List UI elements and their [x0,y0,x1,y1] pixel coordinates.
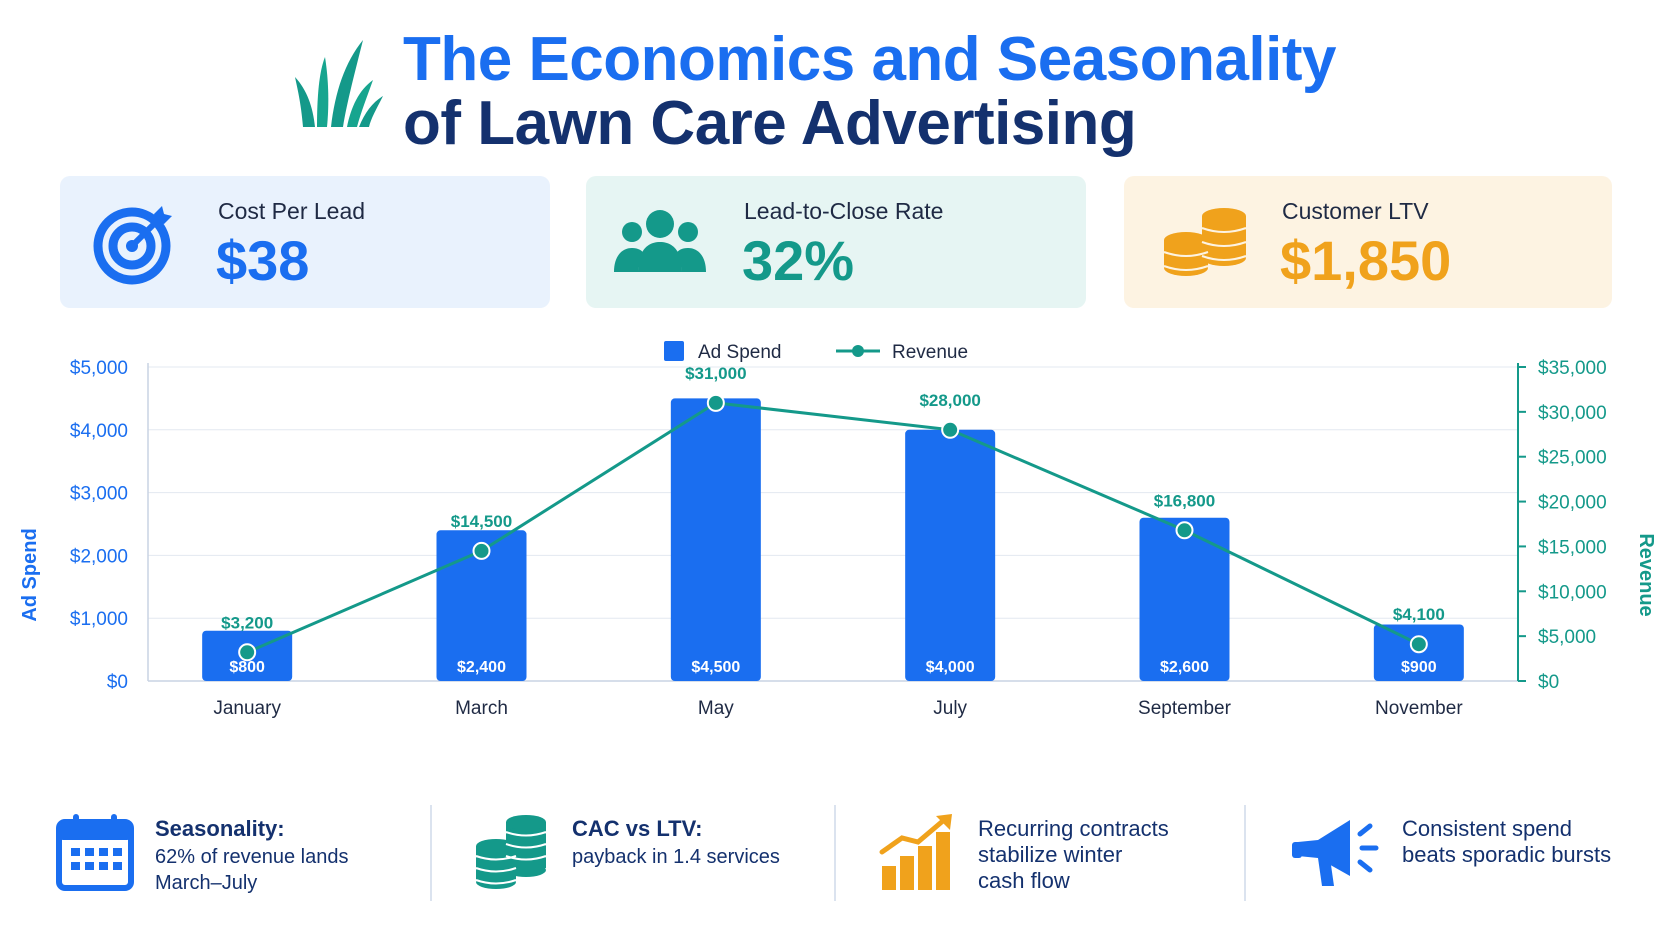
point-revenue [941,420,960,439]
bar-value-label: $2,600 [1160,659,1209,676]
coins-icon [1163,208,1247,276]
bar-value-label: $800 [229,659,265,676]
revenue-value-label: $14,500 [451,512,512,531]
calendar-icon [56,814,134,891]
y-tick-label-left: $2,000 [70,546,128,567]
y-axis-title-right: Revenue [1635,533,1657,616]
kpi-label: Lead-to-Close Rate [744,198,944,224]
legend-marker-revenue [852,345,864,357]
bar-value-label: $900 [1401,659,1437,676]
y-tick-label-right: $35,000 [1538,358,1607,379]
bar-value-label: $2,400 [457,659,506,676]
target-icon [93,206,172,285]
bar-ad-spend [1139,517,1230,681]
y-tick-label-right: $10,000 [1538,582,1607,603]
insight-consistent-spend: Consistent spend beats sporadic bursts [1290,806,1670,906]
insight-title: Recurring contracts stabilize winter cas… [978,816,1169,893]
bar-ad-spend [436,530,527,681]
y-tick-label-right: $5,000 [1538,627,1596,648]
y-tick-label-left: $4,000 [70,421,128,442]
point-revenue [1175,521,1194,540]
y-tick-label-right: $25,000 [1538,448,1607,469]
kpi-card-customer-ltv: Customer LTV $1,850 [1124,176,1612,308]
kpi-card-cost-per-lead: Cost Per Lead $38 [60,176,550,308]
kpi-value: 32% [742,229,855,292]
header: The Economics and Seasonality of Lawn Ca… [295,22,1395,162]
point-revenue [238,643,257,662]
insight-title: Seasonality: [155,816,285,841]
y-tick-label-right: $15,000 [1538,537,1607,558]
people-icon [614,210,706,272]
legend-label-ad-spend: Ad Spend [698,342,781,363]
divider [834,805,836,901]
page-subtitle: of Lawn Care Advertising [403,89,1137,158]
growth-chart-icon [879,814,952,890]
divider [430,805,432,901]
insight-text: payback in 1.4 services [572,846,780,868]
y-tick-label-left: $3,000 [70,484,128,505]
chart-legend: Ad Spend Revenue [664,341,968,363]
y-tick-label-left: $1,000 [70,609,128,630]
insight-recurring-contracts: Recurring contracts stabilize winter cas… [878,806,1248,906]
insight-title: Consistent spend beats sporadic bursts [1402,816,1612,867]
point-revenue [1409,635,1428,654]
point-revenue [472,541,491,560]
line-revenue [246,401,1420,654]
bar-value-label: $4,500 [691,659,740,676]
point-revenue [706,393,725,412]
kpi-card-close-rate: Lead-to-Close Rate 32% [586,176,1086,308]
y-tick-label-left: $5,000 [70,358,128,379]
megaphone-icon [1292,820,1379,886]
insight-seasonality: Seasonality: 62% of revenue lands March–… [55,806,425,906]
divider [1244,805,1246,901]
coin-stack-icon [475,815,547,889]
revenue-value-label: $28,000 [919,391,980,410]
bar-value-label: $4,000 [926,659,975,676]
x-tick-label: May [698,698,734,719]
kpi-label: Customer LTV [1282,198,1429,224]
kpi-value: $38 [216,229,310,292]
ad-spend-revenue-chart: Ad Spend Revenue $0 $1,000 $2,000 $3,000 $4,… [19,341,1657,719]
page-title: The Economics and Seasonality [403,25,1337,94]
grass-icon [295,40,383,127]
bar-ad-spend [670,398,761,681]
x-tick-label: January [213,698,281,719]
revenue-value-label: $16,800 [1154,491,1215,510]
y-axis-title-left: Ad Spend [19,528,41,621]
insight-cac-ltv: CAC vs LTV: payback in 1.4 services [472,806,842,906]
insight-title: CAC vs LTV: [572,816,703,841]
revenue-value-label: $3,200 [221,613,273,632]
revenue-value-label: $31,000 [685,364,746,383]
legend-label-revenue: Revenue [892,342,968,363]
y-tick-label-right: $30,000 [1538,403,1607,424]
legend-swatch-ad-spend [664,341,684,361]
y-tick-label-left: $0 [107,672,128,693]
x-tick-label: March [455,698,508,719]
kpi-label: Cost Per Lead [218,198,366,224]
revenue-value-label: $4,100 [1393,605,1445,624]
y-tick-label-right: $0 [1538,672,1559,693]
bar-ad-spend [905,429,996,681]
y-tick-label-right: $20,000 [1538,493,1607,514]
x-tick-label: November [1375,698,1463,719]
x-tick-label: July [933,698,967,719]
insight-text: 62% of revenue lands March–July [155,846,349,894]
kpi-value: $1,850 [1280,229,1452,292]
x-tick-label: September [1138,698,1232,719]
